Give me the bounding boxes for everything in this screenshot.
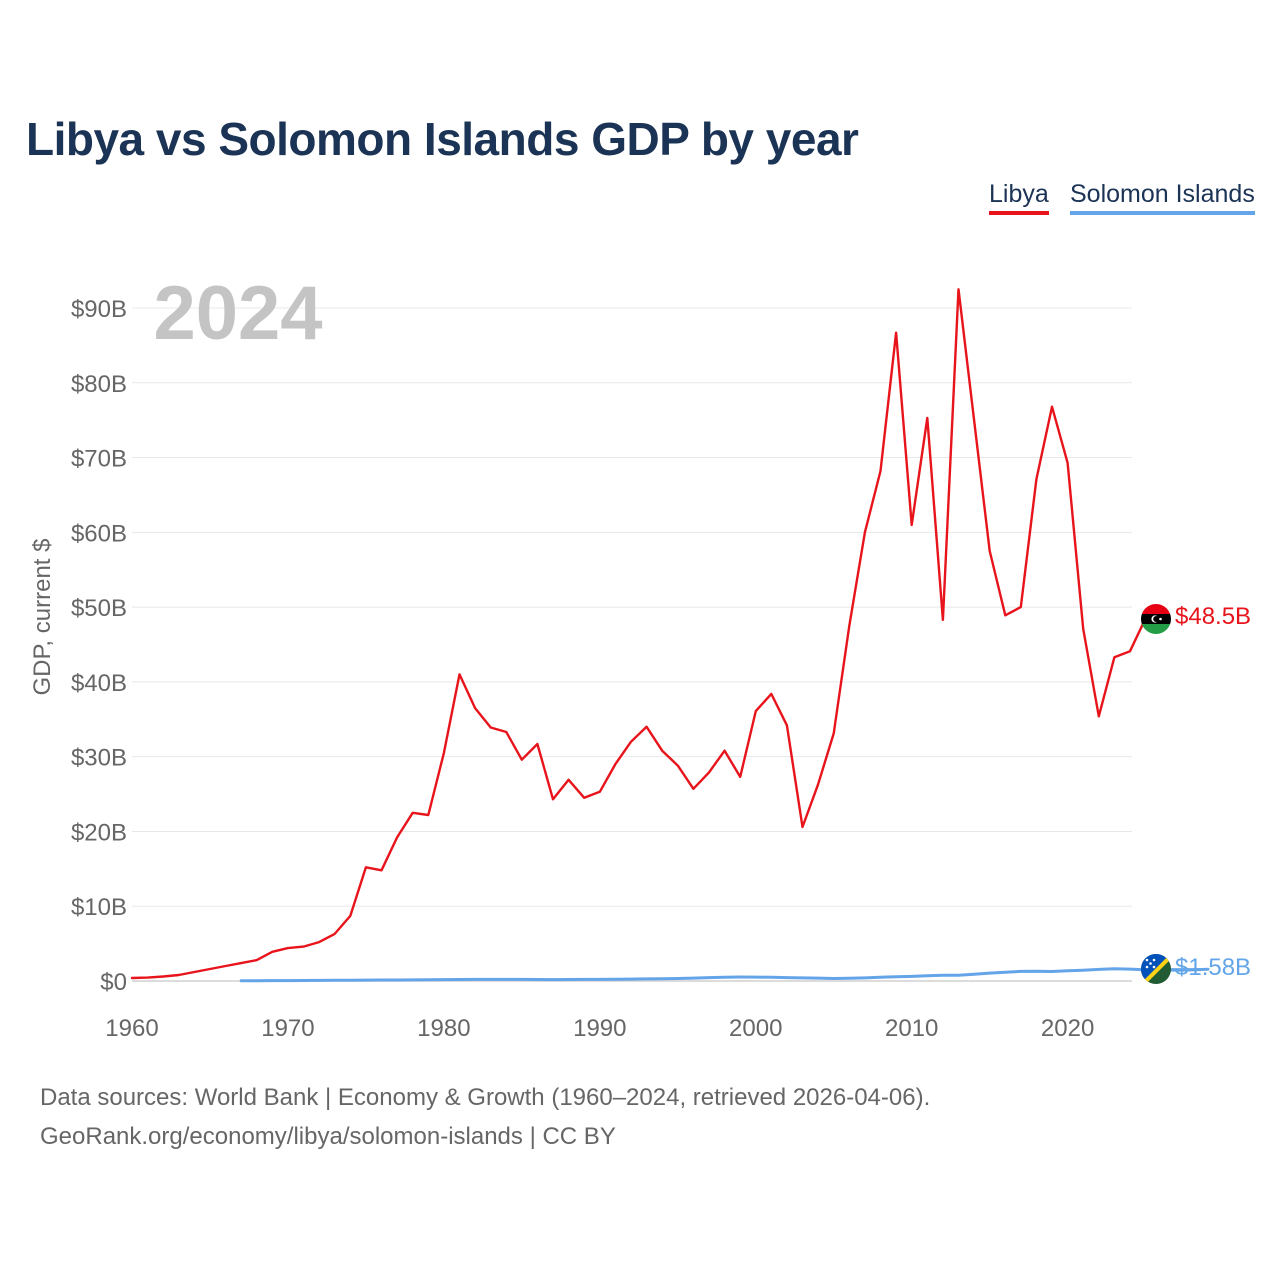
solomon-islands-flag-icon bbox=[1141, 954, 1171, 984]
solomon-islands-end-value: $1.58B bbox=[1175, 954, 1251, 981]
chart-title: Libya vs Solomon Islands GDP by year bbox=[26, 113, 859, 165]
legend-solomon-islands[interactable]: Solomon Islands bbox=[1070, 180, 1255, 215]
series-line-solomon-islands bbox=[239, 967, 1210, 983]
footer-site: GeoRank.org/economy/libya/solomon-island… bbox=[40, 1123, 616, 1150]
y-tick-label: $40B bbox=[71, 670, 127, 697]
series-group bbox=[130, 288, 1210, 983]
x-tick-label: 2020 bbox=[1041, 1015, 1094, 1042]
y-tick-label: $80B bbox=[71, 371, 127, 398]
y-tick-label: $20B bbox=[71, 819, 127, 846]
libya-end-value: $48.5B bbox=[1175, 603, 1251, 630]
year-watermark: 2024 bbox=[153, 271, 322, 356]
x-tick-label: 2000 bbox=[729, 1015, 782, 1042]
y-tick-label: $30B bbox=[71, 745, 127, 772]
x-tick-label: 1990 bbox=[573, 1015, 626, 1042]
y-axis-label: GDP, current $ bbox=[29, 539, 56, 696]
y-tick-label: $10B bbox=[71, 894, 127, 921]
y-tick-label: $90B bbox=[71, 296, 127, 323]
x-tick-label: 2010 bbox=[885, 1015, 938, 1042]
x-tick-label: 1980 bbox=[417, 1015, 470, 1042]
libya-flag-icon bbox=[1141, 604, 1171, 634]
y-tick-label: $50B bbox=[71, 595, 127, 622]
x-tick-label: 1970 bbox=[261, 1015, 314, 1042]
footer-source: Data sources: World Bank | Economy & Gro… bbox=[40, 1084, 931, 1111]
grid-lines bbox=[132, 307, 1132, 982]
series-line-libya bbox=[130, 288, 1147, 980]
x-axis-ticks: 1960 1970 1980 1990 2000 2010 2020 bbox=[105, 1015, 1094, 1042]
y-axis-ticks: $0 $10B $20B $30B $40B $50B $60B $70B $80B $90B bbox=[71, 296, 127, 996]
y-tick-label: $60B bbox=[71, 520, 127, 547]
legend-libya[interactable]: Libya bbox=[989, 180, 1049, 215]
y-tick-label: $70B bbox=[71, 446, 127, 473]
x-tick-label: 1960 bbox=[105, 1015, 158, 1042]
y-tick-label: $0 bbox=[100, 969, 127, 996]
